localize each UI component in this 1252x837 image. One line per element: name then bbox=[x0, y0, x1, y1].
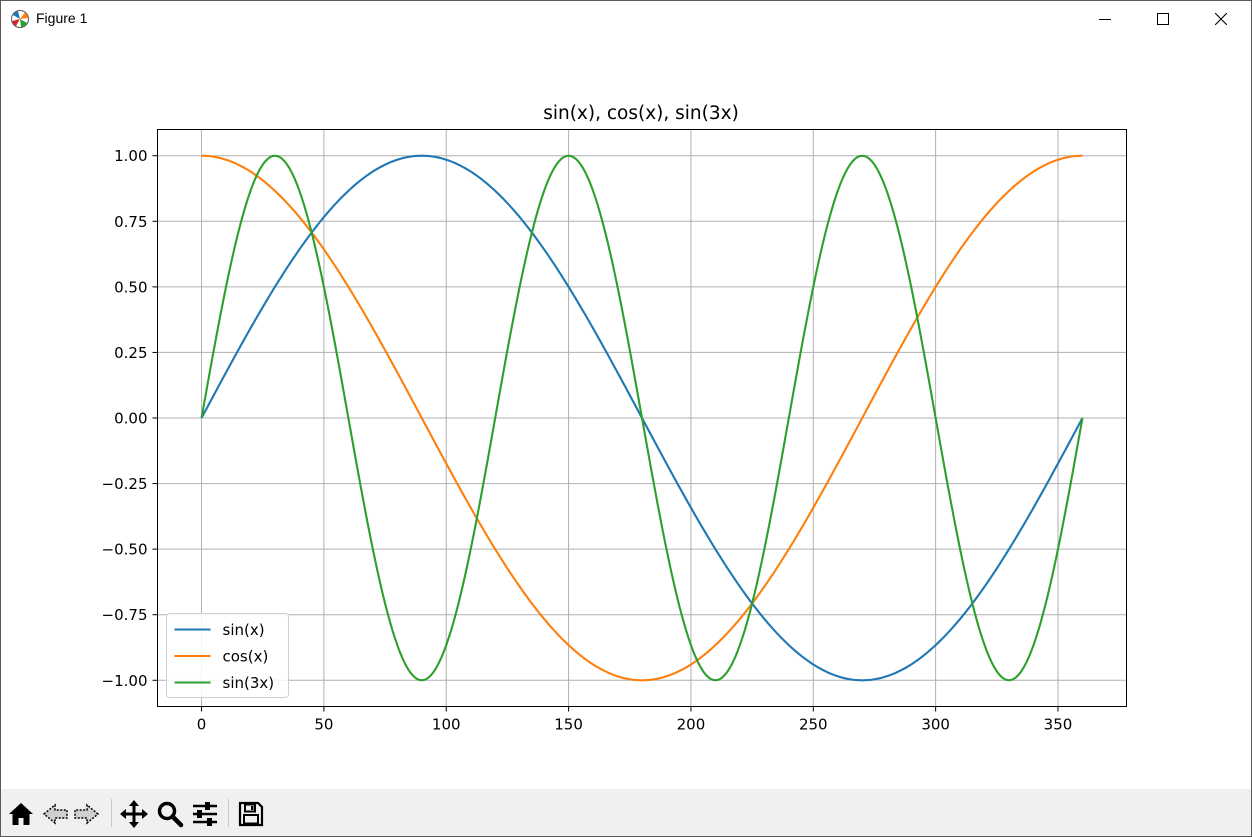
save-icon bbox=[238, 801, 264, 827]
y-tick-label: 0.75 bbox=[114, 213, 147, 231]
y-tick-label: 0.50 bbox=[114, 278, 147, 296]
legend-box bbox=[166, 613, 289, 698]
legend-label: cos(x) bbox=[223, 648, 269, 666]
x-tick-label: 350 bbox=[1044, 716, 1073, 734]
zoom-button[interactable] bbox=[154, 798, 186, 830]
ticks: 0 50 100 150 200 250 300 350 1.00 0.75 0.50 0.25 0.0… bbox=[102, 147, 1073, 733]
minimize-icon bbox=[1099, 19, 1111, 20]
y-tick-label: −1.00 bbox=[102, 672, 148, 690]
window-title: Figure 1 bbox=[36, 10, 88, 26]
close-button[interactable] bbox=[1192, 1, 1250, 37]
legend-label: sin(x) bbox=[223, 621, 265, 639]
series-line-sin3x bbox=[200, 154, 1084, 682]
y-tick-label: −0.50 bbox=[102, 541, 148, 559]
forward-button[interactable] bbox=[71, 798, 103, 830]
y-tick-label: 0.25 bbox=[114, 344, 147, 362]
title-bar[interactable]: Figure 1 bbox=[1, 1, 1251, 37]
series-lines bbox=[200, 154, 1084, 682]
y-tick-label: −0.75 bbox=[102, 606, 148, 624]
chart-title: sin(x), cos(x), sin(3x) bbox=[543, 103, 739, 124]
configure-subplots-button[interactable] bbox=[189, 798, 221, 830]
legend-label: sin(3x) bbox=[223, 674, 275, 692]
back-icon bbox=[42, 803, 68, 825]
x-tick-label: 0 bbox=[197, 716, 207, 734]
x-tick-label: 100 bbox=[432, 716, 461, 734]
pan-button[interactable] bbox=[118, 798, 150, 830]
minimize-button[interactable] bbox=[1076, 1, 1134, 37]
x-tick-label: 250 bbox=[799, 716, 828, 734]
close-icon bbox=[1215, 13, 1227, 25]
series-line-cosx bbox=[201, 154, 1083, 682]
home-button[interactable] bbox=[5, 798, 37, 830]
forward-icon bbox=[74, 803, 100, 825]
configure-subplots-icon bbox=[193, 802, 217, 826]
maximize-button[interactable] bbox=[1134, 1, 1192, 37]
matplotlib-icon bbox=[11, 10, 29, 28]
legend: sin(x) cos(x) sin(3x) bbox=[166, 613, 289, 698]
y-tick-label: −0.25 bbox=[102, 475, 148, 493]
x-tick-label: 300 bbox=[921, 716, 950, 734]
zoom-icon bbox=[157, 801, 184, 828]
maximize-icon bbox=[1157, 13, 1169, 25]
navigation-toolbar bbox=[1, 789, 1251, 836]
x-tick-label: 150 bbox=[554, 716, 583, 734]
figure-canvas[interactable]: sin(x), cos(x), sin(3x) 0 50 100 150 200 250 3… bbox=[1, 37, 1251, 789]
toolbar-separator bbox=[228, 799, 229, 827]
pan-icon bbox=[120, 800, 148, 828]
line-chart: sin(x), cos(x), sin(3x) 0 50 100 150 200 250 3… bbox=[102, 103, 1127, 734]
x-tick-label: 50 bbox=[314, 716, 333, 734]
toolbar-separator bbox=[111, 799, 112, 827]
y-tick-label: 0.00 bbox=[114, 410, 147, 428]
home-icon bbox=[9, 803, 33, 825]
y-tick-label: 1.00 bbox=[114, 147, 147, 165]
back-button[interactable] bbox=[39, 798, 71, 830]
save-button[interactable] bbox=[235, 798, 267, 830]
x-tick-label: 200 bbox=[677, 716, 706, 734]
